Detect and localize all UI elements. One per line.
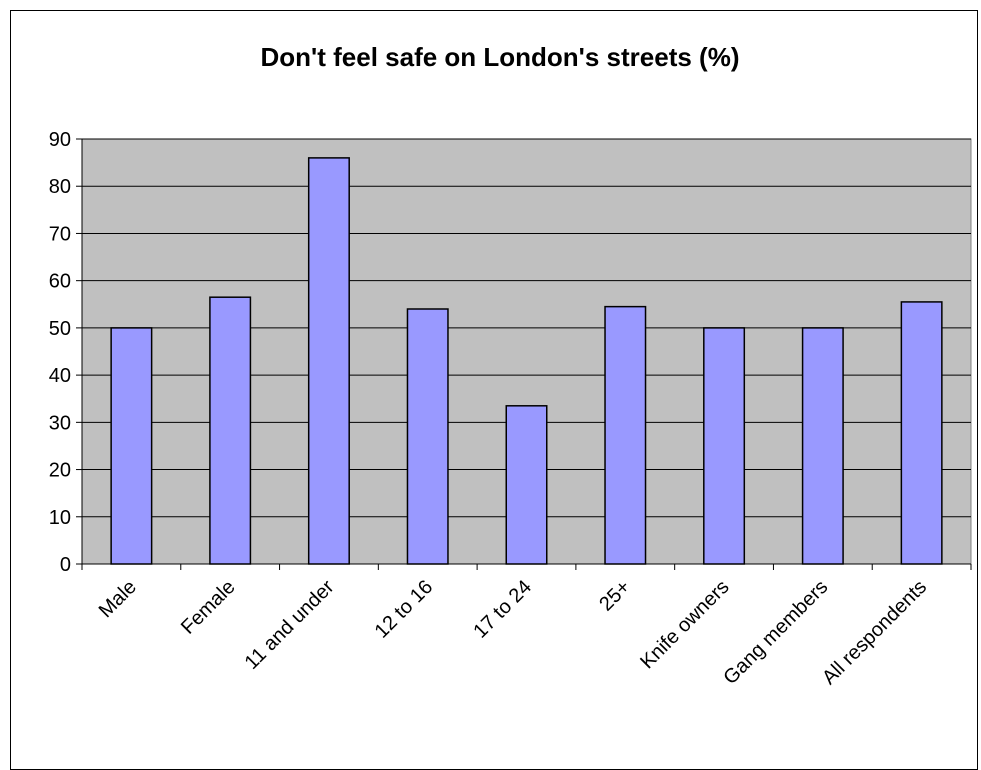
bar bbox=[604, 305, 647, 565]
bar bbox=[406, 308, 449, 565]
y-tick-label: 50 bbox=[49, 318, 71, 340]
x-tick-label: 12 to 16 bbox=[371, 576, 438, 643]
y-tick-label: 70 bbox=[49, 223, 71, 245]
bar bbox=[505, 405, 548, 565]
x-tick-label: Gang members bbox=[719, 576, 832, 689]
y-tick-label: 30 bbox=[49, 412, 71, 434]
bar bbox=[110, 327, 153, 565]
x-tick-label: 17 to 24 bbox=[469, 576, 536, 643]
x-tick-label: Female bbox=[177, 576, 240, 639]
y-tick-label: 20 bbox=[49, 460, 71, 482]
x-tick-labels: Male Female 11 and under 12 to 16 17 to 24 25… bbox=[95, 576, 931, 689]
y-tick-label: 0 bbox=[60, 554, 71, 576]
bar bbox=[703, 327, 746, 565]
y-tick-labels: 0 10 20 30 40 50 60 70 80 90 bbox=[49, 129, 71, 576]
bar bbox=[801, 327, 844, 565]
x-tick-label: 25+ bbox=[595, 576, 635, 616]
bar bbox=[209, 296, 252, 565]
y-tick-label: 90 bbox=[49, 129, 71, 151]
x-tick-label: Male bbox=[95, 576, 141, 622]
x-tick-label: All respondents bbox=[818, 576, 931, 689]
bars bbox=[110, 157, 943, 565]
axes bbox=[76, 138, 972, 570]
x-tick-label: 11 and under bbox=[241, 576, 339, 674]
y-tick-label: 40 bbox=[49, 365, 71, 387]
chart-title: Don't feel safe on London's streets (%) bbox=[261, 42, 740, 72]
bar bbox=[307, 157, 350, 565]
y-tick-label: 10 bbox=[49, 507, 71, 529]
bar bbox=[900, 301, 943, 565]
x-tick-label: Knife owners bbox=[636, 576, 733, 673]
y-tick-label: 80 bbox=[49, 176, 71, 198]
y-tick-label: 60 bbox=[49, 271, 71, 293]
